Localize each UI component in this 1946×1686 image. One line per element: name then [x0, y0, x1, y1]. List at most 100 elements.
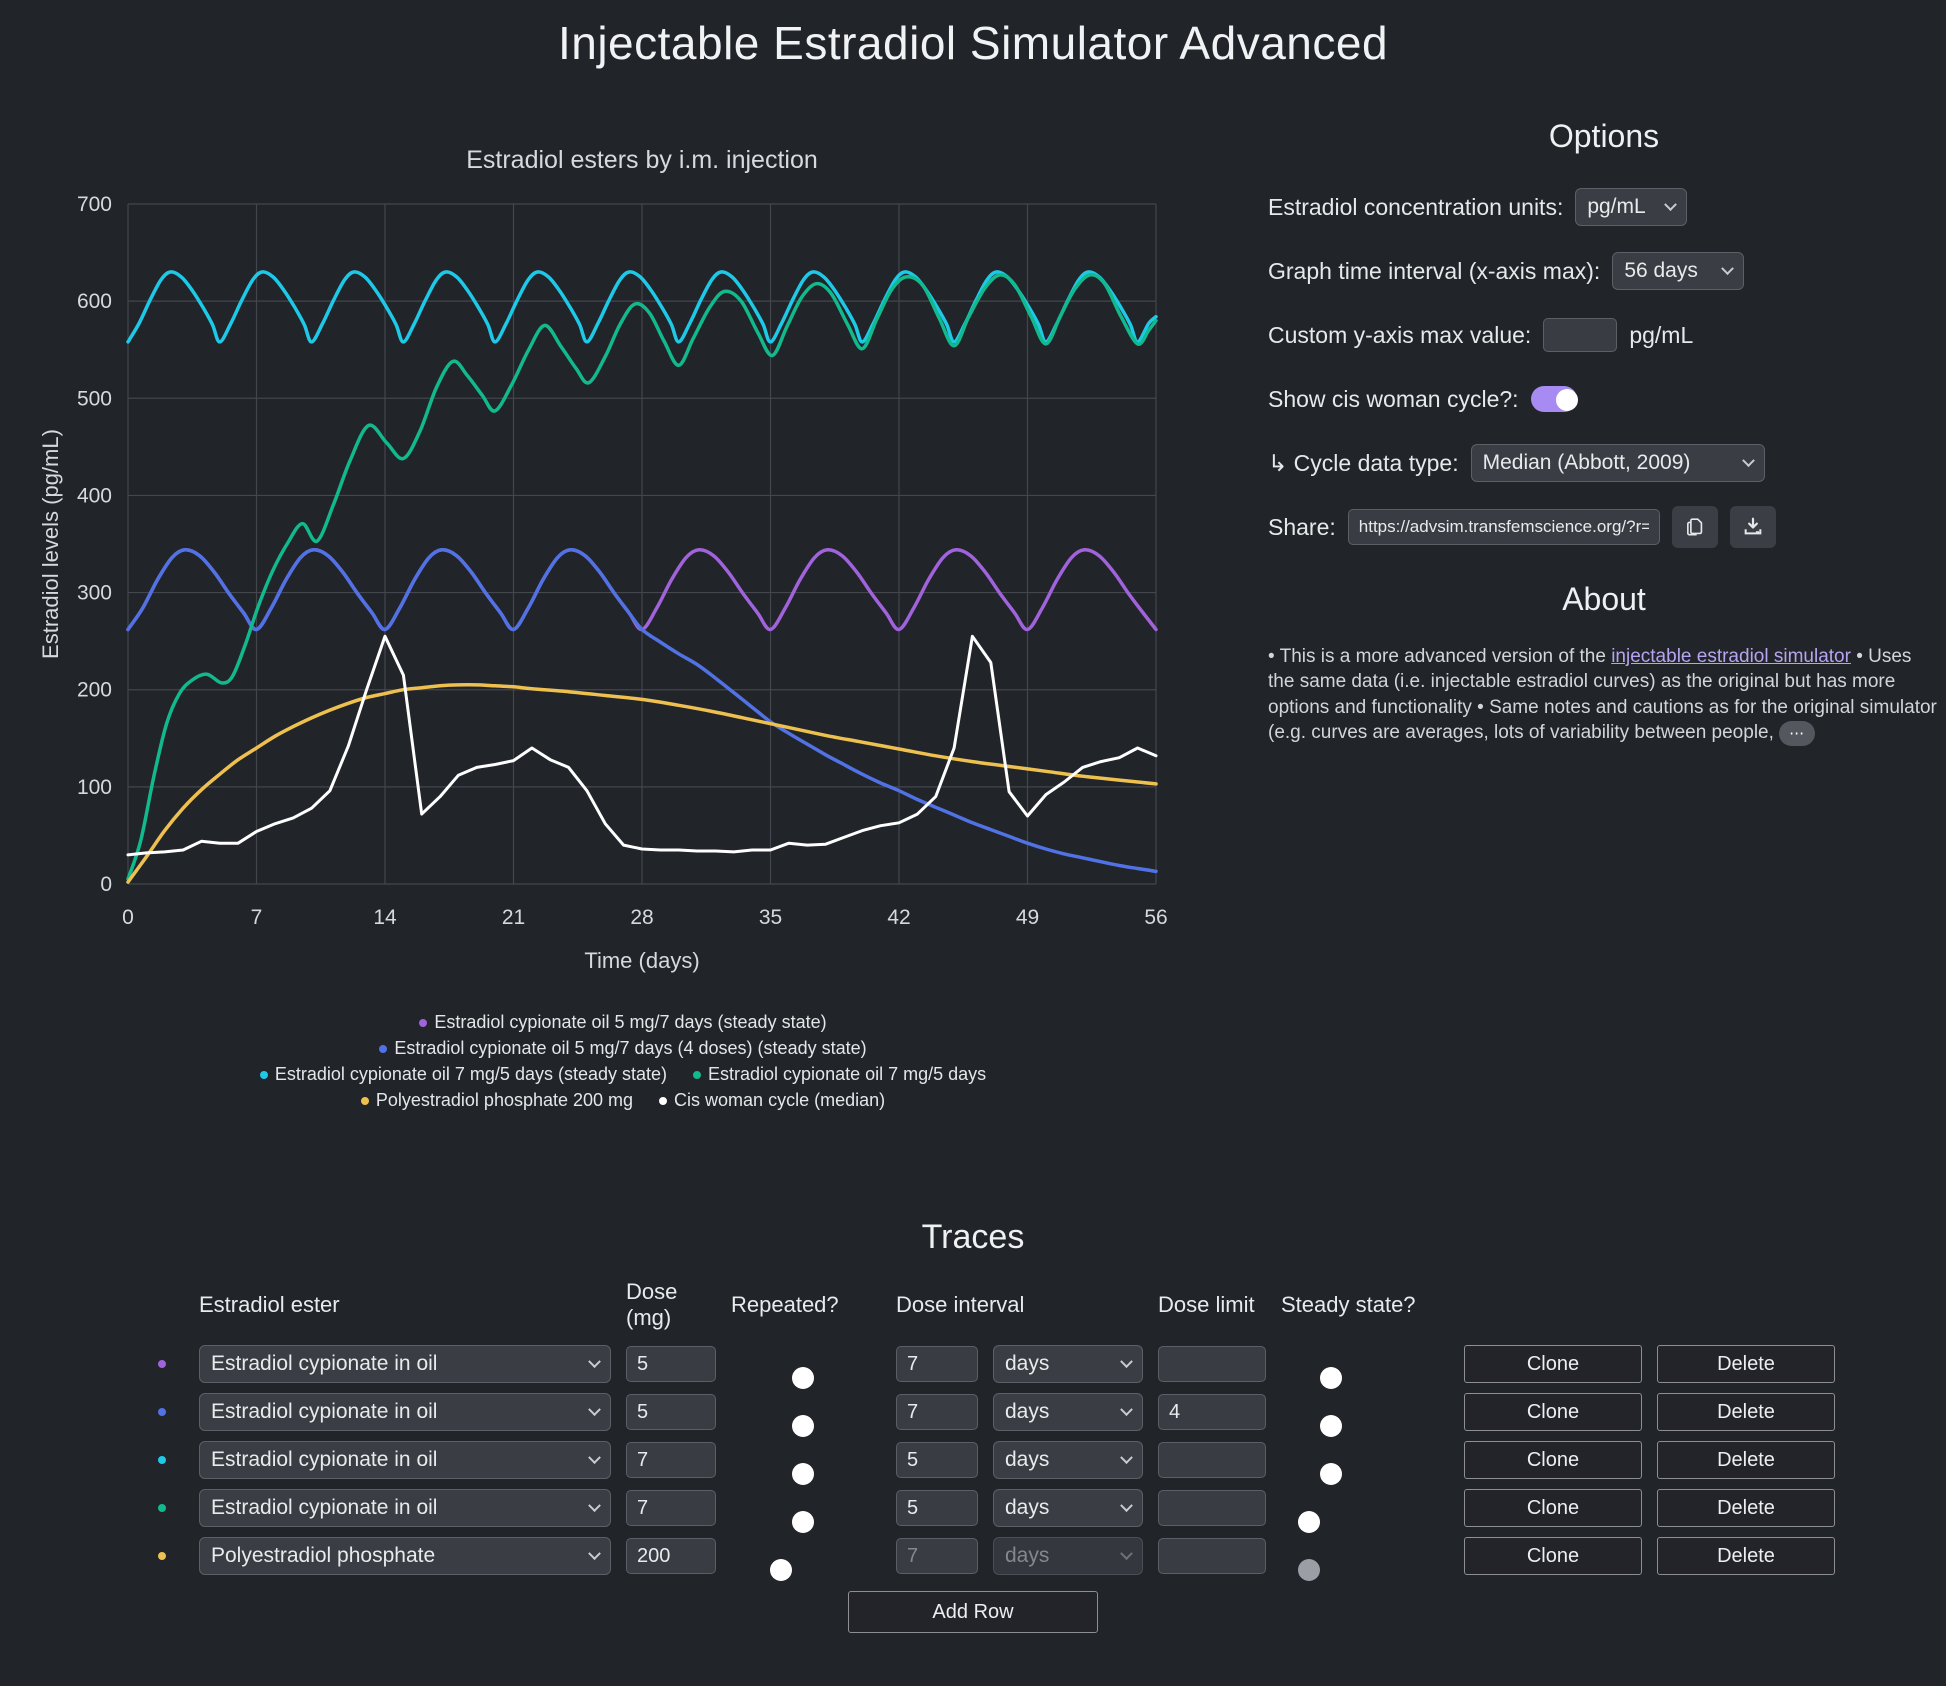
expand-about-button[interactable]: ⋯	[1779, 720, 1816, 746]
legend-label: Estradiol cypionate oil 5 mg/7 days (ste…	[434, 1012, 827, 1032]
legend-item[interactable]: Estradiol cypionate oil 5 mg/7 days (ste…	[419, 1012, 827, 1033]
cycle-toggle[interactable]	[1530, 386, 1578, 412]
ymax-input[interactable]	[1543, 318, 1618, 352]
dose-limit-input[interactable]	[1158, 1538, 1266, 1574]
trace-color-dot	[158, 1456, 166, 1464]
download-icon	[1744, 517, 1762, 535]
x-tick-label: 7	[251, 906, 263, 929]
dose-limit-input[interactable]	[1158, 1346, 1266, 1382]
ester-select[interactable]: Estradiol cypionate in oil	[199, 1345, 611, 1383]
dose-input[interactable]	[626, 1538, 716, 1574]
interval-unit-select[interactable]: days	[993, 1441, 1143, 1479]
col-interval: Dose interval	[896, 1292, 1025, 1317]
share-row: Share:	[1268, 506, 1940, 548]
interval-unit-select[interactable]: days	[993, 1489, 1143, 1527]
x-tick-label: 56	[1144, 906, 1167, 929]
download-button[interactable]	[1729, 506, 1776, 548]
chevron-down-icon	[1664, 197, 1678, 211]
clone-button[interactable]: Clone	[1464, 1345, 1642, 1383]
series-swatch	[693, 1070, 702, 1079]
legend-label: Estradiol cypionate oil 5 mg/7 days (4 d…	[394, 1038, 867, 1058]
interval-input[interactable]	[896, 1346, 978, 1382]
share-label: Share:	[1268, 513, 1336, 540]
series-swatch	[360, 1096, 369, 1105]
traces-table-header: Estradiol ester Dose (mg) Repeated? Dose…	[140, 1279, 1946, 1331]
ester-select[interactable]: Estradiol cypionate in oil	[199, 1441, 611, 1479]
units-select[interactable]: pg/mL	[1575, 188, 1688, 226]
ymax-unit: pg/mL	[1629, 321, 1694, 348]
clone-button[interactable]: Clone	[1464, 1393, 1642, 1431]
cycle-type-row: ↳ Cycle data type: Median (Abbott, 2009)	[1268, 443, 1940, 483]
legend-label: Estradiol cypionate oil 7 mg/5 days	[708, 1064, 987, 1084]
x-tick-label: 21	[502, 906, 525, 929]
interval-input[interactable]	[896, 1442, 978, 1478]
chevron-down-icon	[1120, 1498, 1133, 1512]
interval-unit-select[interactable]: days	[993, 1537, 1143, 1575]
x-axis-title: Time (days)	[584, 948, 699, 973]
add-row-button[interactable]: Add Row	[848, 1591, 1098, 1633]
delete-button[interactable]: Delete	[1657, 1537, 1835, 1575]
clone-button[interactable]: Clone	[1464, 1537, 1642, 1575]
y-tick-label: 600	[77, 290, 112, 313]
copy-link-button[interactable]	[1671, 506, 1718, 548]
chevron-down-icon	[588, 1450, 601, 1464]
time-interval-row: Graph time interval (x-axis max): 56 day…	[1268, 251, 1940, 291]
col-repeated: Repeated?	[731, 1292, 839, 1317]
chevron-down-icon	[1120, 1402, 1133, 1416]
y-tick-label: 300	[77, 582, 112, 605]
time-interval-label: Graph time interval (x-axis max):	[1268, 257, 1601, 284]
legend-label: Cis woman cycle (median)	[674, 1090, 886, 1110]
dose-input[interactable]	[626, 1346, 716, 1382]
legend-label: Estradiol cypionate oil 7 mg/5 days (ste…	[274, 1064, 668, 1084]
interval-input[interactable]	[896, 1394, 978, 1430]
legend-item[interactable]: Estradiol cypionate oil 5 mg/7 days (4 d…	[379, 1038, 867, 1059]
trace-row: Estradiol cypionate in oil days Clone De…	[140, 1393, 1946, 1431]
ester-select[interactable]: Estradiol cypionate in oil	[199, 1393, 611, 1431]
legend-item[interactable]: Estradiol cypionate oil 7 mg/5 days (ste…	[259, 1064, 668, 1085]
dose-limit-input[interactable]	[1158, 1490, 1266, 1526]
delete-button[interactable]: Delete	[1657, 1345, 1835, 1383]
dose-input[interactable]	[626, 1490, 716, 1526]
share-url-input[interactable]	[1347, 509, 1660, 545]
legend-item[interactable]: Estradiol cypionate oil 7 mg/5 days	[693, 1064, 986, 1085]
clone-button[interactable]: Clone	[1464, 1489, 1642, 1527]
ester-select[interactable]: Estradiol cypionate in oil	[199, 1489, 611, 1527]
y-tick-label: 0	[100, 873, 112, 896]
estradiol-chart[interactable]: 0 7 14 21 28 35 42 49 56 0 100 200 300 400 500 600 700 Ti…	[28, 112, 1218, 1000]
series-swatch	[659, 1096, 668, 1105]
delete-button[interactable]: Delete	[1657, 1441, 1835, 1479]
trace-color-dot	[158, 1552, 166, 1560]
trace-row: Estradiol cypionate in oil days Clone De…	[140, 1441, 1946, 1479]
trace-row: Estradiol cypionate in oil days Clone De…	[140, 1345, 1946, 1383]
about-heading: About	[1562, 581, 1646, 617]
interval-input[interactable]	[896, 1538, 978, 1574]
dose-limit-input[interactable]	[1158, 1394, 1266, 1430]
chevron-down-icon	[588, 1402, 601, 1416]
legend-item[interactable]: Polyestradiol phosphate 200 mg	[360, 1090, 633, 1111]
about-p1: • This is a more advanced version of the	[1268, 646, 1612, 667]
y-axis-title: Estradiol levels (pg/mL)	[38, 429, 63, 659]
dose-input[interactable]	[626, 1394, 716, 1430]
interval-unit-select[interactable]: days	[993, 1345, 1143, 1383]
interval-unit-select[interactable]: days	[993, 1393, 1143, 1431]
interval-input[interactable]	[896, 1490, 978, 1526]
trace-color-dot	[158, 1360, 166, 1368]
units-value: pg/mL	[1587, 195, 1646, 218]
delete-button[interactable]: Delete	[1657, 1393, 1835, 1431]
dose-input[interactable]	[626, 1442, 716, 1478]
time-interval-select[interactable]: 56 days	[1612, 252, 1745, 290]
delete-button[interactable]: Delete	[1657, 1489, 1835, 1527]
simulator-link[interactable]: injectable estradiol simulator	[1611, 646, 1851, 667]
cycle-type-select[interactable]: Median (Abbott, 2009)	[1470, 444, 1765, 482]
ymax-row: Custom y-axis max value: pg/mL	[1268, 315, 1940, 355]
page-title: Injectable Estradiol Simulator Advanced	[557, 17, 1389, 69]
options-heading: Options	[1548, 118, 1660, 154]
ester-select[interactable]: Polyestradiol phosphate	[199, 1537, 611, 1575]
clone-button[interactable]: Clone	[1464, 1441, 1642, 1479]
trace-color-dot	[158, 1504, 166, 1512]
series-line-3	[126, 273, 1158, 881]
cycle-type-value: Median (Abbott, 2009)	[1482, 451, 1691, 474]
legend-item[interactable]: Cis woman cycle (median)	[659, 1090, 885, 1111]
col-steady: Steady state?	[1281, 1292, 1416, 1317]
dose-limit-input[interactable]	[1158, 1442, 1266, 1478]
